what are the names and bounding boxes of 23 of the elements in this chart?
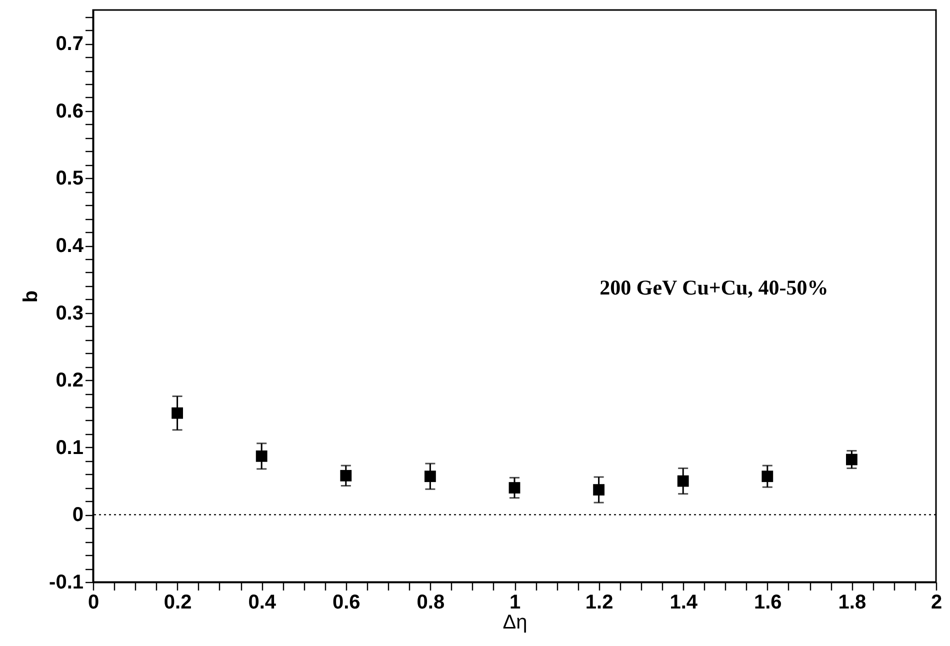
y-tick-label: 0.7: [56, 33, 84, 56]
x-tick-label: 0.6: [332, 592, 360, 614]
x-tick-label: 0: [88, 592, 100, 614]
y-tick-label: 0.1: [56, 436, 84, 459]
x-axis-title: Δη: [502, 612, 528, 634]
x-tick-label: 0.4: [248, 592, 277, 614]
y-tick-label: 0.3: [56, 302, 84, 324]
y-tick-label: 0.2: [56, 370, 84, 392]
y-tick-label: 0.5: [56, 168, 84, 190]
y-tick-label: 0.6: [56, 100, 84, 122]
y-axis-title: b: [20, 290, 42, 303]
x-tick-label: 0.8: [416, 592, 445, 614]
y-tick-label: -0.1: [49, 572, 84, 594]
x-tick-label: 1: [509, 592, 521, 614]
x-tick-label: 2: [930, 592, 942, 614]
x-tick-label: 0.2: [164, 592, 192, 614]
x-tick-label: 1.2: [585, 592, 614, 614]
annotation: 200 GeV Cu+Cu, 40-50%: [600, 276, 828, 300]
y-tick-label: 0.4: [56, 235, 84, 258]
x-tick-label: 1.4: [670, 592, 698, 614]
x-tick-label: 1.6: [754, 592, 782, 614]
x-tick-label: 1.8: [838, 592, 866, 614]
y-tick-label: 0: [72, 504, 84, 526]
